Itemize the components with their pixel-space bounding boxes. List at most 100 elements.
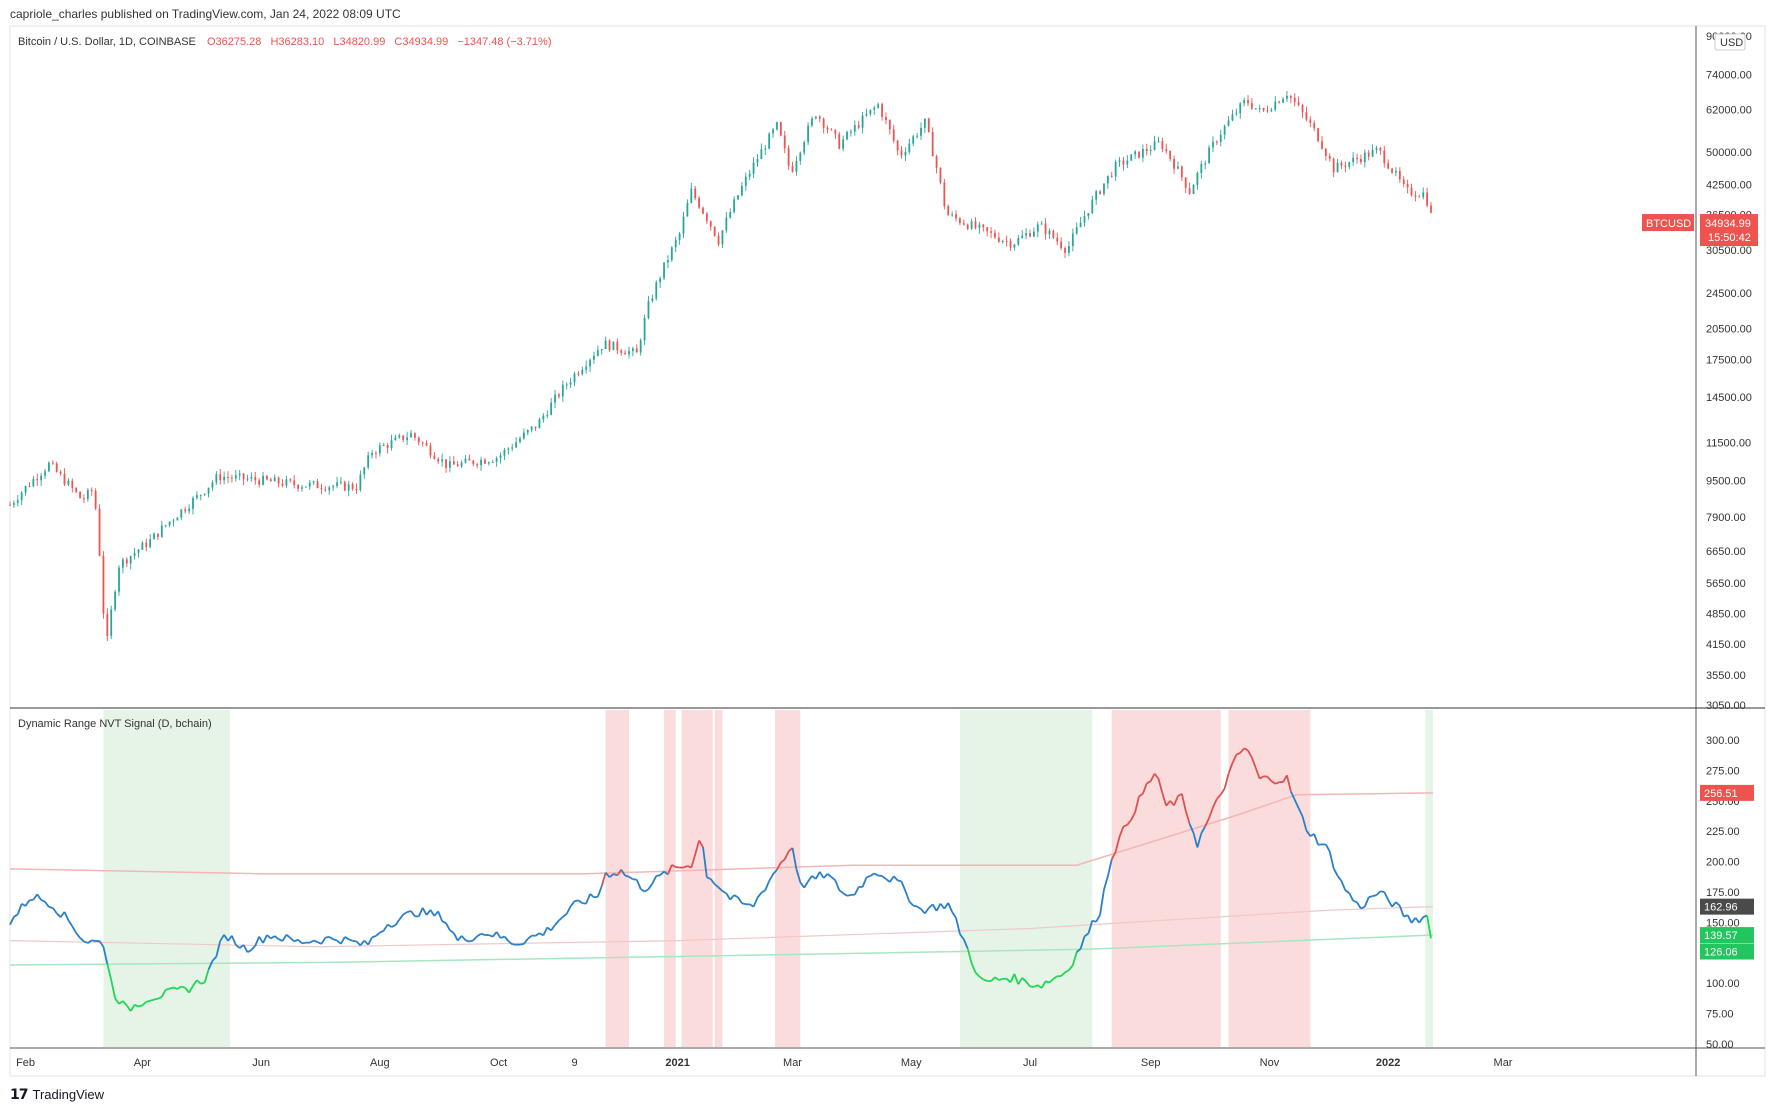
nvt-signal-segment bbox=[196, 979, 202, 985]
price-legend[interactable]: Bitcoin / U.S. Dollar, 1D, COINBASE O362… bbox=[18, 36, 551, 48]
nvt-signal-segment bbox=[527, 934, 533, 940]
nvt-signal-segment bbox=[476, 932, 482, 937]
candle-body bbox=[873, 107, 876, 110]
candle-body bbox=[332, 485, 335, 488]
candle-body bbox=[814, 116, 817, 119]
nvt-signal-segment bbox=[262, 934, 268, 944]
nvt-signal-segment bbox=[550, 924, 556, 931]
candle-body bbox=[1274, 101, 1277, 110]
candle-body bbox=[573, 373, 576, 383]
nvt-signal-segment bbox=[608, 873, 615, 878]
nvt-signal-segment bbox=[169, 986, 174, 990]
nvt-signal-segment bbox=[1336, 875, 1343, 882]
nvt-signal-segment bbox=[247, 949, 252, 953]
nvt-current-tag-bg bbox=[1700, 943, 1754, 960]
indicator-legend[interactable]: Dynamic Range NVT Signal (D, bchain) bbox=[18, 718, 212, 730]
candle-body bbox=[44, 471, 46, 476]
nvt-signal-segment bbox=[994, 976, 1000, 981]
candle-body bbox=[449, 461, 451, 468]
candle-body bbox=[340, 481, 342, 483]
nvt-signal-segment bbox=[1099, 889, 1105, 915]
candle-body bbox=[959, 218, 961, 224]
candle-body bbox=[990, 231, 992, 233]
nvt-signal-segment bbox=[24, 899, 31, 907]
nvt-signal-segment bbox=[71, 925, 77, 934]
candle-body bbox=[417, 437, 420, 443]
candle-body bbox=[857, 125, 860, 128]
candle-body bbox=[519, 438, 521, 443]
nvt-signal-segment bbox=[437, 911, 443, 922]
oversold-zone bbox=[1425, 710, 1433, 1047]
nvt-mid-tag-bg bbox=[1700, 898, 1754, 915]
nvt-signal-segment bbox=[838, 889, 844, 894]
candle-body bbox=[1215, 141, 1218, 143]
nvt-signal-segment bbox=[1286, 775, 1292, 792]
candle-body bbox=[118, 567, 120, 592]
nvt-signal-segment bbox=[114, 997, 120, 1005]
nvt-signal-segment bbox=[1372, 894, 1377, 898]
candle-body bbox=[1391, 168, 1393, 173]
candle-body bbox=[262, 475, 264, 485]
candle-body bbox=[663, 262, 665, 279]
candle-body bbox=[947, 206, 950, 216]
candle-body bbox=[1200, 163, 1203, 174]
candle-body bbox=[1032, 231, 1035, 237]
candle-body bbox=[643, 317, 646, 341]
tradingview-footer[interactable]: 𝟭𝟳 TradingView bbox=[10, 1086, 104, 1103]
currency-badge[interactable]: USD bbox=[1720, 37, 1743, 49]
nvt-signal-segment bbox=[733, 894, 739, 899]
nvt-signal-segment bbox=[998, 978, 1004, 981]
time-tick-label: Jul bbox=[1023, 1057, 1037, 1069]
candle-body bbox=[608, 340, 611, 351]
candle-body bbox=[1157, 141, 1160, 143]
nvt-signal-segment bbox=[1106, 859, 1113, 877]
candle-body bbox=[861, 115, 864, 128]
candle-body bbox=[846, 131, 848, 140]
nvt-signal-segment bbox=[830, 876, 836, 881]
nvt-signal-segment bbox=[955, 917, 961, 935]
candle-body bbox=[499, 455, 502, 459]
nvt-signal-segment bbox=[807, 875, 813, 882]
candle-body bbox=[717, 235, 720, 245]
candle-body bbox=[1114, 161, 1117, 177]
candle-body bbox=[674, 239, 677, 248]
candle-body bbox=[534, 426, 537, 429]
nvt-signal-segment bbox=[1251, 757, 1257, 769]
nvt-signal-segment bbox=[340, 936, 346, 945]
price-tick-label: 9500.00 bbox=[1706, 475, 1746, 487]
candle-body bbox=[1266, 110, 1269, 112]
candle-body bbox=[1044, 223, 1047, 235]
candle-body bbox=[1406, 183, 1409, 188]
currency-badge-bg[interactable] bbox=[1714, 33, 1746, 51]
nvt-signal-segment bbox=[951, 911, 957, 919]
candle-body bbox=[316, 481, 319, 489]
candle-body bbox=[635, 348, 638, 353]
candle-body bbox=[1363, 152, 1366, 163]
candle-body bbox=[530, 426, 533, 430]
candle-body bbox=[32, 479, 35, 487]
chart-canvas[interactable]: 90000.0074000.0062000.0050000.0042500.00… bbox=[0, 0, 1776, 1080]
candle-body bbox=[36, 479, 39, 481]
nvt-signal-segment bbox=[783, 851, 790, 860]
candle-body bbox=[51, 462, 54, 464]
nvt-signal-segment bbox=[149, 998, 155, 1002]
candle-body bbox=[705, 213, 708, 222]
nvt-signal-segment bbox=[87, 939, 93, 944]
nvt-signal-segment bbox=[44, 901, 50, 908]
nvt-signal-segment bbox=[344, 936, 350, 941]
nvt-signal-segment bbox=[332, 938, 338, 942]
candle-body bbox=[1251, 103, 1253, 109]
nvt-signal-segment bbox=[1153, 773, 1160, 780]
candle-body bbox=[336, 482, 338, 486]
candle-body bbox=[476, 464, 479, 466]
nvt-signal-segment bbox=[962, 939, 969, 949]
candle-body bbox=[916, 135, 918, 137]
nvt-signal-segment bbox=[947, 902, 953, 913]
candle-body bbox=[328, 487, 331, 491]
candle-body bbox=[394, 437, 397, 441]
candle-body bbox=[378, 445, 381, 454]
candle-body bbox=[59, 471, 62, 474]
nvt-signal-segment bbox=[507, 940, 513, 945]
nvt-signal-segment bbox=[382, 924, 389, 932]
nvt-signal-segment bbox=[667, 864, 673, 875]
